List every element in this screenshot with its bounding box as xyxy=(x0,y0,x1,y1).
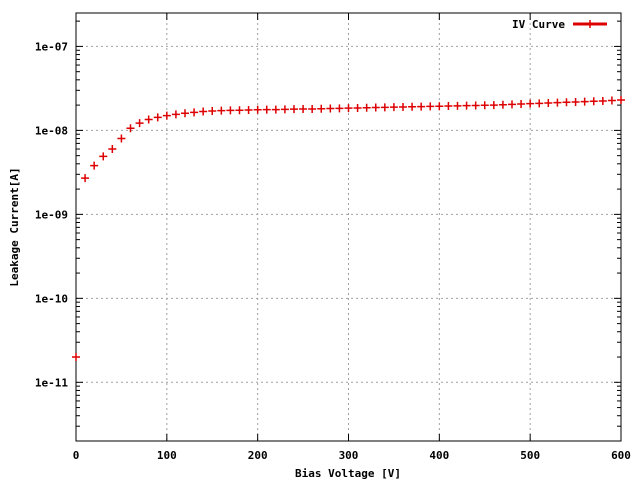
data-point xyxy=(290,105,298,114)
data-point xyxy=(462,101,471,110)
data-point xyxy=(171,110,180,119)
data-point xyxy=(326,104,335,113)
data-point xyxy=(580,97,589,106)
data-point xyxy=(226,106,235,115)
y-tick-labels: 1e-11 1e-10 1e-09 1e-08 1e-07 xyxy=(35,40,68,389)
data-point xyxy=(90,161,99,170)
data-point xyxy=(181,109,189,118)
legend-marker-sample xyxy=(586,20,594,28)
data-point xyxy=(190,108,199,117)
x-tick-label: 500 xyxy=(520,449,540,462)
data-point xyxy=(117,134,126,143)
data-point xyxy=(389,103,398,112)
data-point xyxy=(362,103,371,112)
plot-frame xyxy=(75,12,622,442)
x-tick-label: 300 xyxy=(339,449,359,462)
data-point xyxy=(399,102,407,111)
data-point xyxy=(308,104,317,113)
data-point xyxy=(589,97,598,106)
series-points xyxy=(72,96,625,362)
data-point xyxy=(271,105,280,114)
data-point xyxy=(417,102,426,111)
y-tick-label: 1e-09 xyxy=(35,208,68,221)
data-point xyxy=(253,105,262,114)
data-point xyxy=(571,97,580,106)
x-tick-label: 200 xyxy=(248,449,268,462)
data-point xyxy=(489,101,498,110)
data-point xyxy=(135,119,144,128)
legend-label: IV Curve xyxy=(512,18,565,31)
data-point xyxy=(517,100,526,109)
y-axis-label: Leakage Current[A] xyxy=(8,167,21,286)
data-point xyxy=(153,113,162,122)
data-point xyxy=(535,99,544,108)
data-point xyxy=(508,100,516,109)
data-point xyxy=(498,100,507,109)
data-point xyxy=(162,111,171,120)
x-axis-label: Bias Voltage [V] xyxy=(295,467,401,480)
data-point xyxy=(426,102,435,111)
y-tick-label: 1e-07 xyxy=(35,40,68,53)
data-point xyxy=(126,124,135,133)
data-point xyxy=(208,107,217,116)
data-point xyxy=(607,96,616,105)
data-point xyxy=(217,106,226,115)
data-point xyxy=(408,102,417,111)
data-point xyxy=(335,104,344,113)
data-point xyxy=(353,103,362,112)
x-tick-label: 600 xyxy=(611,449,631,462)
data-point xyxy=(453,101,462,110)
data-point xyxy=(435,102,444,111)
data-point xyxy=(617,96,625,105)
data-point xyxy=(317,104,326,113)
data-point xyxy=(598,96,607,105)
data-point xyxy=(144,115,153,124)
data-point xyxy=(244,105,253,114)
legend: IV Curve xyxy=(512,18,607,31)
x-tick-label: 100 xyxy=(157,449,177,462)
data-point xyxy=(81,174,90,183)
data-point xyxy=(444,102,453,111)
data-point xyxy=(562,98,571,107)
data-point xyxy=(471,101,480,110)
data-point xyxy=(544,98,553,107)
x-tick-labels: 0 100 200 300 400 500 600 xyxy=(73,449,631,462)
x-tick-label: 0 xyxy=(73,449,80,462)
data-point xyxy=(299,104,308,113)
data-point xyxy=(526,99,535,108)
data-point xyxy=(553,98,562,107)
grid xyxy=(76,13,621,441)
data-point xyxy=(344,104,353,113)
data-point xyxy=(280,105,289,114)
data-point xyxy=(72,353,80,362)
data-point xyxy=(235,106,244,115)
data-point xyxy=(199,107,208,116)
data-point xyxy=(99,152,108,161)
y-tick-label: 1e-08 xyxy=(35,124,68,137)
axis-ticks xyxy=(75,13,622,442)
x-tick-label: 400 xyxy=(429,449,449,462)
data-point xyxy=(108,145,117,154)
y-tick-label: 1e-10 xyxy=(35,292,68,305)
data-point xyxy=(371,103,380,112)
data-point xyxy=(262,105,271,114)
y-tick-label: 1e-11 xyxy=(35,376,68,389)
data-point xyxy=(480,101,489,110)
data-point xyxy=(380,103,389,112)
